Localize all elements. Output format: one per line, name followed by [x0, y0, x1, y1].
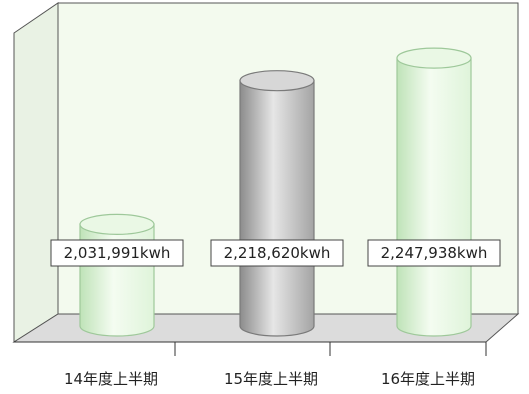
value-label-box-3: [367, 239, 501, 267]
bar-top-3: [396, 47, 472, 69]
bar-top-1: [79, 213, 155, 235]
value-label-3: 2,247,938kwh: [367, 239, 501, 267]
value-label-box-1: [50, 239, 184, 267]
bar-body-3: [396, 57, 472, 337]
bar-body-2: [239, 80, 315, 337]
bar-2: [239, 70, 315, 337]
value-label-1: 2,031,991kwh: [50, 239, 184, 267]
value-label-text-3: 2,247,938kwh: [381, 244, 488, 262]
bar-top-2: [239, 70, 315, 92]
bar-1: [79, 213, 155, 337]
left-wall: [13, 2, 59, 343]
category-label-1: 14年度上半期: [64, 370, 158, 388]
category-label-3: 16年度上半期: [381, 370, 475, 388]
value-label-text-2: 2,218,620kwh: [224, 244, 331, 262]
value-label-box-2: [210, 239, 344, 267]
value-label-text-1: 2,031,991kwh: [64, 244, 171, 262]
category-label-2: 15年度上半期: [224, 370, 318, 388]
bar-3: [396, 47, 472, 337]
value-label-2: 2,218,620kwh: [210, 239, 344, 267]
